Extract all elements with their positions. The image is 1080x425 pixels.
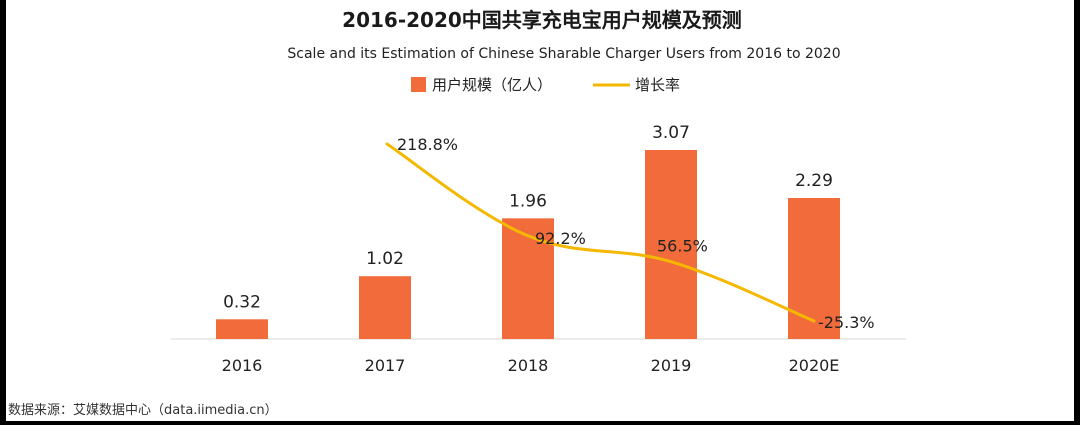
source-note: 数据来源：艾媒数据中心（data.iimedia.cn） bbox=[8, 403, 278, 418]
bar-2016 bbox=[216, 319, 268, 339]
x-tick-label: 2016 bbox=[222, 356, 263, 375]
bar-value-label: 1.96 bbox=[509, 191, 547, 211]
legend: 用户规模（亿人） 增长率 bbox=[411, 76, 680, 94]
legend-bar-label: 用户规模（亿人） bbox=[432, 76, 552, 94]
bar-value-label: 2.29 bbox=[795, 171, 833, 191]
chart-subtitle: Scale and its Estimation of Chinese Shar… bbox=[287, 46, 840, 62]
x-tick-label: 2019 bbox=[651, 356, 692, 375]
bar-2017 bbox=[359, 276, 411, 339]
growth-rate-label: 92.2% bbox=[535, 229, 586, 248]
x-tick-label: 2018 bbox=[508, 356, 549, 375]
bar-value-label: 3.07 bbox=[652, 123, 690, 143]
x-tick-label: 2017 bbox=[365, 356, 406, 375]
bar-value-label: 0.32 bbox=[223, 292, 261, 312]
bar-2020E bbox=[788, 198, 840, 339]
bar-value-label: 1.02 bbox=[366, 249, 404, 269]
growth-rate-line bbox=[385, 142, 816, 323]
x-tick-label: 2020E bbox=[789, 356, 840, 375]
bar-series: 0.32 1.02 1.96 3.07 2.29 bbox=[216, 123, 840, 339]
chart: 2016-2020中国共享充电宝用户规模及预测 Scale and its Es… bbox=[8, 8, 906, 418]
chart-frame: 2016-2020中国共享充电宝用户规模及预测 Scale and its Es… bbox=[6, 0, 1074, 421]
growth-rate-series: 218.8% 92.2% 56.5% -25.3% bbox=[385, 135, 875, 332]
growth-rate-label: -25.3% bbox=[818, 313, 875, 332]
legend-line-label: 增长率 bbox=[635, 76, 680, 94]
x-axis-ticks: 2016 2017 2018 2019 2020E bbox=[222, 356, 840, 375]
chart-title: 2016-2020中国共享充电宝用户规模及预测 bbox=[342, 8, 742, 32]
growth-rate-label: 56.5% bbox=[657, 237, 708, 256]
bar-2018 bbox=[502, 218, 554, 339]
legend-bar-swatch bbox=[411, 77, 426, 92]
bar-2019 bbox=[645, 150, 697, 339]
growth-rate-label: 218.8% bbox=[397, 135, 458, 154]
